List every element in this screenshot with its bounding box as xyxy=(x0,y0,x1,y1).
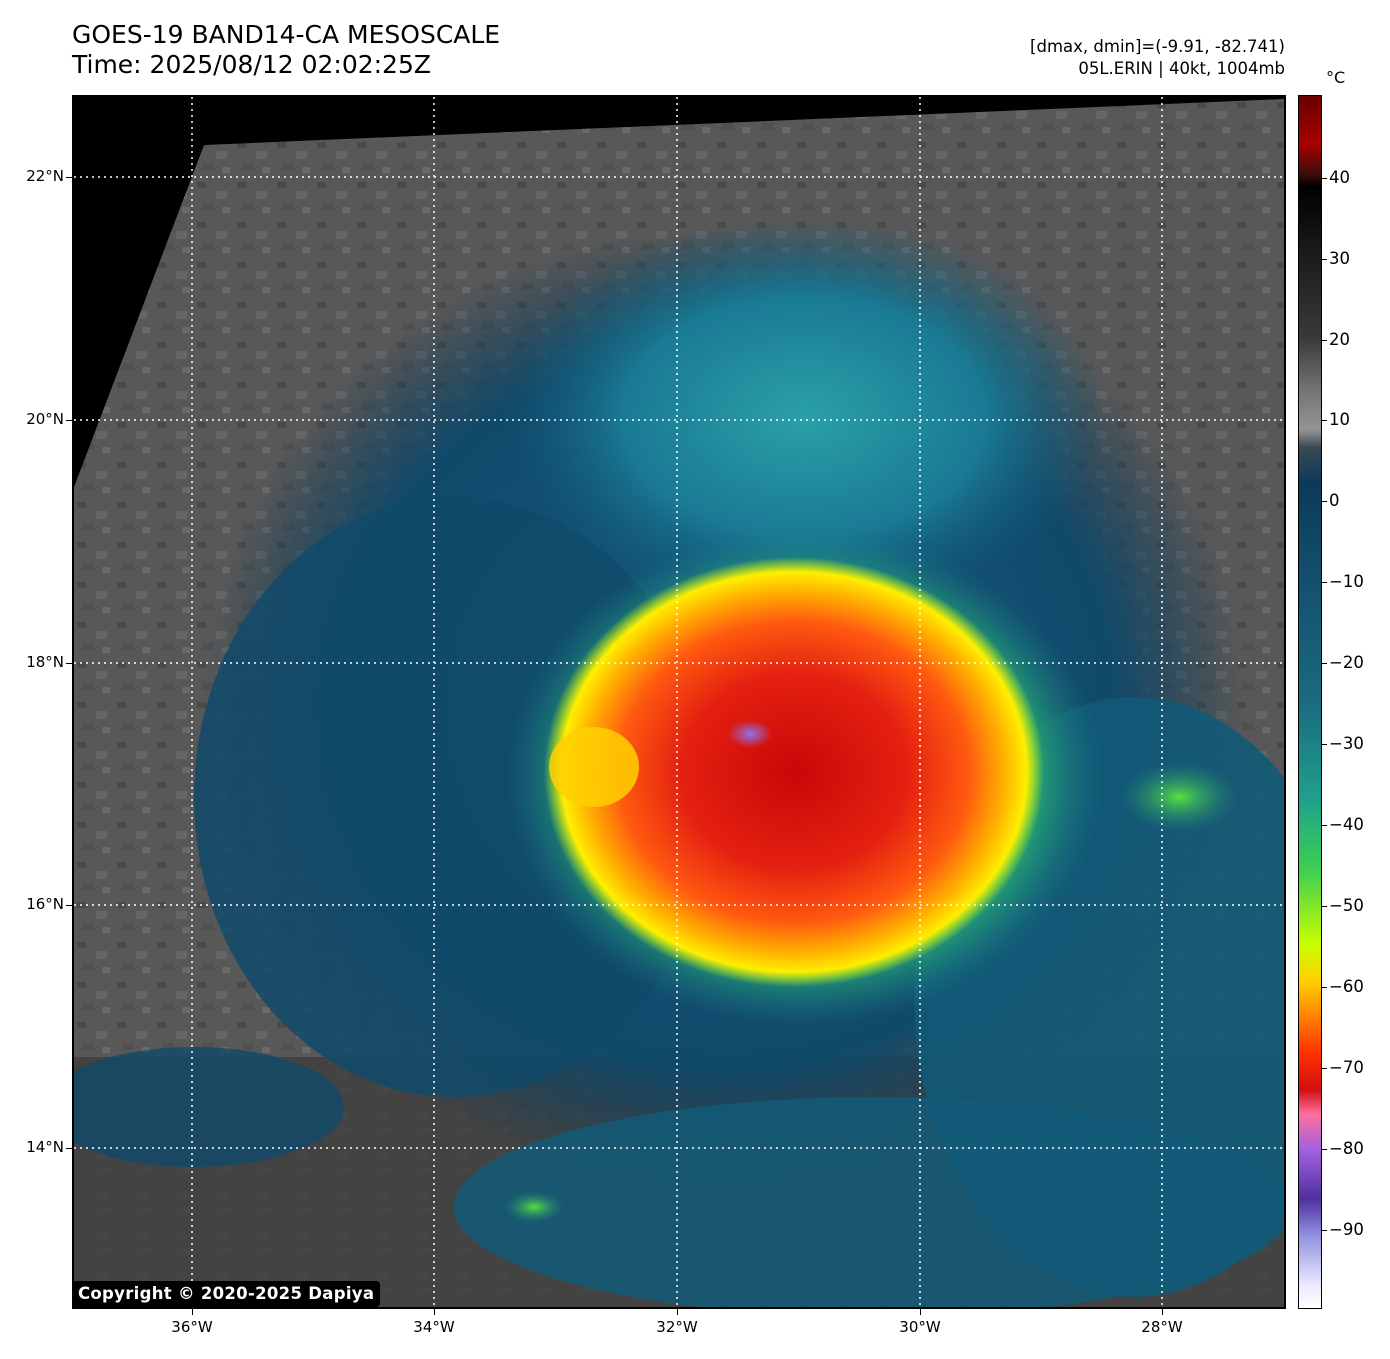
lon-tick xyxy=(192,1309,193,1315)
copyright-badge: Copyright © 2020-2025 Dapiya xyxy=(72,1281,381,1307)
colorbar-label: −20 xyxy=(1329,653,1364,672)
colorbar-label: −30 xyxy=(1329,734,1364,753)
timestamp-title: Time: 2025/08/12 02:02:25Z xyxy=(72,50,431,79)
colorbar-label: −60 xyxy=(1329,977,1364,996)
colorbar-label: 30 xyxy=(1329,249,1350,268)
colorbar-tick xyxy=(1322,825,1327,826)
colorbar-tick xyxy=(1322,501,1327,502)
colorbar-tick xyxy=(1322,582,1327,583)
southwest-convection-cell xyxy=(504,1191,564,1223)
colorbar-label: −40 xyxy=(1329,815,1364,834)
colorbar-label: 10 xyxy=(1329,410,1350,429)
colorbar-label: −50 xyxy=(1329,896,1364,915)
west-convective-lobe xyxy=(549,727,639,807)
colorbar-tick xyxy=(1322,663,1327,664)
lon-tick xyxy=(434,1309,435,1315)
colorbar-tick xyxy=(1322,1230,1327,1231)
lat-label-16n: 16°N xyxy=(26,895,64,913)
colorbar-label: −80 xyxy=(1329,1139,1364,1158)
colorbar-tick xyxy=(1322,906,1327,907)
lon-label-28w: 28°W xyxy=(1141,1318,1183,1336)
eastern-convection-cell xyxy=(1119,762,1239,832)
lat-label-22n: 22°N xyxy=(26,167,64,185)
coldest-spot xyxy=(728,720,772,748)
lon-tick xyxy=(1162,1309,1163,1315)
lon-tick xyxy=(920,1309,921,1315)
lon-label-36w: 36°W xyxy=(171,1318,213,1336)
northern-outflow xyxy=(504,217,1104,617)
colorbar-tick xyxy=(1322,1068,1327,1069)
colorbar-label: −90 xyxy=(1329,1220,1364,1239)
colorbar-tick xyxy=(1322,178,1327,179)
colorbar-tick xyxy=(1322,420,1327,421)
lon-label-30w: 30°W xyxy=(899,1318,941,1336)
lat-tick xyxy=(66,420,72,421)
colorbar-tick xyxy=(1322,744,1327,745)
lat-tick xyxy=(66,905,72,906)
temperature-colorbar xyxy=(1298,95,1322,1309)
colorbar-tick xyxy=(1322,1149,1327,1150)
lon-tick xyxy=(677,1309,678,1315)
colorbar-unit: °C xyxy=(1326,68,1346,87)
lon-label-34w: 34°W xyxy=(413,1318,455,1336)
colorbar-tick xyxy=(1322,340,1327,341)
colorbar-label: 0 xyxy=(1329,491,1340,510)
lat-label-20n: 20°N xyxy=(26,410,64,428)
lon-label-32w: 32°W xyxy=(656,1318,698,1336)
range-text: [dmax, dmin]=(-9.91, -82.741) xyxy=(1030,37,1285,56)
no-data-region xyxy=(74,97,1284,487)
colorbar-label: 20 xyxy=(1329,330,1350,349)
chart-title: GOES-19 BAND14-CA MESOSCALE xyxy=(72,20,501,49)
lat-tick xyxy=(66,1148,72,1149)
lat-label-14n: 14°N xyxy=(26,1138,64,1156)
northwest-cloud-band xyxy=(74,1047,344,1167)
lat-tick xyxy=(66,177,72,178)
colorbar-tick xyxy=(1322,987,1327,988)
colorbar-label: 40 xyxy=(1329,168,1350,187)
storm-info-text: 05L.ERIN | 40kt, 1004mb xyxy=(1078,59,1285,78)
colorbar-label: −70 xyxy=(1329,1058,1364,1077)
south-cloud-band xyxy=(454,1097,1284,1307)
satellite-map[interactable] xyxy=(72,95,1286,1309)
colorbar-tick xyxy=(1322,259,1327,260)
gridlines xyxy=(74,97,1284,1307)
cold-cloud-core xyxy=(544,557,1044,987)
lat-label-18n: 18°N xyxy=(26,653,64,671)
lat-tick xyxy=(66,663,72,664)
colorbar-label: −10 xyxy=(1329,572,1364,591)
